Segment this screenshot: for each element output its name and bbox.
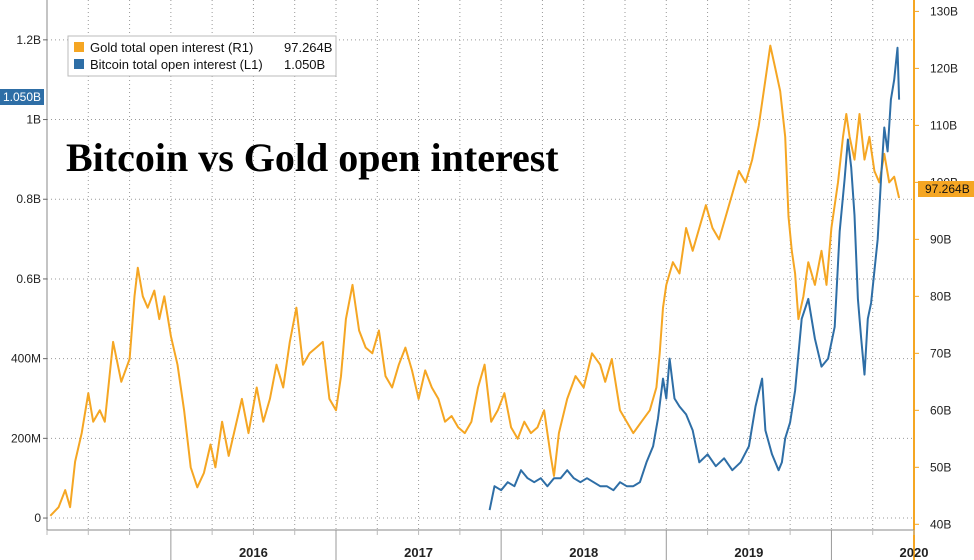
legend-swatch-gold — [74, 42, 84, 52]
left-badge-text: 1.050B — [3, 90, 41, 104]
legend-swatch-bitcoin — [74, 59, 84, 69]
legend-value-bitcoin: 1.050B — [284, 57, 325, 72]
left-tick-label-3: 0.6B — [16, 272, 41, 286]
series-line-0 — [49, 44, 901, 517]
left-tick-label-6: 1.2B — [16, 33, 41, 47]
legend-label-bitcoin: Bitcoin total open interest (L1) — [90, 57, 263, 72]
x-axis-ticks: 2016 2017 2018 2019 2020 — [46, 530, 929, 560]
left-tick-label-2: 400M — [11, 352, 41, 366]
right-tick-label-5: 90B — [930, 232, 951, 246]
right-tick-label-1: 50B — [930, 460, 951, 474]
left-badge-bg — [0, 89, 44, 105]
x-tick-label-1: 2017 — [404, 545, 433, 560]
right-tick-label-0: 40B — [930, 517, 951, 531]
right-tick-label-4: 80B — [930, 289, 951, 303]
right-badge-text: 97.264B — [925, 182, 970, 196]
left-last-value-badge: 1.050B — [0, 89, 44, 105]
right-tick-label-7: 110B — [930, 118, 957, 132]
right-badge-bg — [918, 181, 974, 197]
left-tick-label-5: 1B — [26, 113, 41, 127]
x-tick-label-0: 2016 — [239, 545, 268, 560]
right-last-value-badge: 97.264B — [918, 181, 974, 197]
legend: Gold total open interest (R1) 97.264B Bi… — [67, 35, 337, 77]
right-tick-label-2: 60B — [930, 403, 951, 417]
left-axis-ticks: 0 200M 400M 0.6B 0.8B 1B 1.2B — [11, 33, 47, 525]
left-tick-label-0: 0 — [34, 511, 41, 525]
x-tick-label-4: 2020 — [900, 545, 929, 560]
legend-box — [67, 35, 337, 77]
series-layer — [49, 44, 901, 517]
legend-value-gold: 97.264B — [284, 40, 332, 55]
left-tick-label-4: 0.8B — [16, 192, 41, 206]
chart-title: Bitcoin vs Gold open interest — [66, 135, 559, 180]
series-line-1 — [488, 46, 901, 511]
left-tick-label-1: 200M — [11, 431, 41, 445]
x-tick-label-2: 2018 — [569, 545, 598, 560]
right-tick-label-3: 70B — [930, 346, 951, 360]
x-tick-label-3: 2019 — [734, 545, 763, 560]
right-tick-label-9: 130B — [930, 4, 958, 18]
legend-label-gold: Gold total open interest (R1) — [90, 40, 253, 55]
right-tick-label-8: 120B — [930, 61, 958, 75]
